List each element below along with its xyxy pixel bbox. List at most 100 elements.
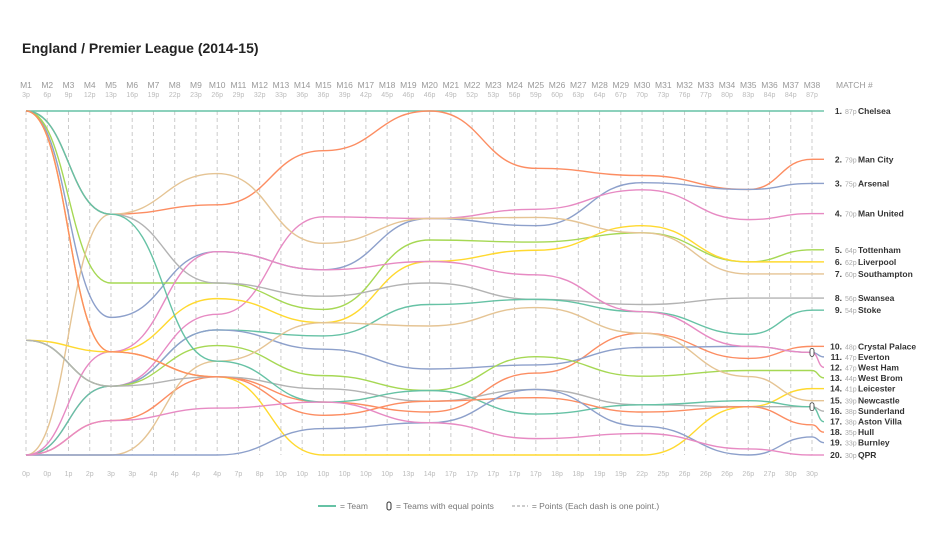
team-points: 87p bbox=[845, 109, 857, 116]
team-points: 44p bbox=[845, 376, 857, 383]
max-points-label: 84p bbox=[785, 92, 797, 99]
team-name: West Ham bbox=[858, 362, 899, 372]
team-points: 64p bbox=[845, 248, 857, 255]
team-rank: 12. bbox=[830, 362, 842, 372]
min-points-label: 0p bbox=[43, 471, 51, 478]
equal-points-marker-icon bbox=[386, 501, 392, 511]
team-points: 41p bbox=[845, 387, 857, 394]
team-points: 38p bbox=[845, 420, 857, 427]
min-points-label: 2p bbox=[86, 471, 94, 478]
team-rank: 4. bbox=[835, 209, 842, 219]
team-name: Chelsea bbox=[858, 106, 891, 116]
team-rank: 15. bbox=[830, 396, 842, 406]
min-points-label: 1p bbox=[65, 471, 73, 478]
team-rank: 19. bbox=[830, 438, 842, 448]
max-points-label: 9p bbox=[65, 92, 73, 99]
min-points-label: 17p bbox=[445, 471, 457, 478]
min-points-label: 17p bbox=[466, 471, 478, 478]
max-points-label: 13p bbox=[105, 92, 117, 99]
team-points: 38p bbox=[845, 409, 857, 416]
match-label: M28 bbox=[591, 80, 608, 90]
min-points-label: 4p bbox=[213, 471, 221, 478]
max-points-label: 53p bbox=[488, 92, 500, 99]
min-points-label: 25p bbox=[657, 471, 669, 478]
match-label: M18 bbox=[379, 80, 396, 90]
team-line-tottenham bbox=[25, 110, 813, 311]
min-points-label: 14p bbox=[424, 471, 436, 478]
min-points-label: 10p bbox=[275, 471, 287, 478]
min-points-label: 19p bbox=[615, 471, 627, 478]
match-label: M17 bbox=[358, 80, 375, 90]
match-label: M35 bbox=[740, 80, 757, 90]
min-points-label: 3p bbox=[128, 471, 136, 478]
team-line-swansea bbox=[25, 110, 812, 306]
match-label: M36 bbox=[761, 80, 778, 90]
min-points-label: 4p bbox=[150, 471, 158, 478]
match-label: M6 bbox=[126, 80, 138, 90]
min-points-label: 10p bbox=[381, 471, 393, 478]
max-points-label: 26p bbox=[211, 92, 223, 99]
equal-points-marker bbox=[809, 348, 815, 357]
max-points-label: 22p bbox=[169, 92, 181, 99]
max-points-label: 83p bbox=[742, 92, 754, 99]
match-label: M7 bbox=[148, 80, 160, 90]
max-points-label: 32p bbox=[254, 92, 266, 99]
team-name: Crystal Palace bbox=[858, 341, 916, 351]
chart-title: England / Premier League (2014-15) bbox=[22, 40, 259, 56]
max-points-label: 49p bbox=[445, 92, 457, 99]
team-rank: 3. bbox=[835, 178, 842, 188]
min-points-label: 4p bbox=[192, 471, 200, 478]
min-points-label: 0p bbox=[22, 471, 30, 478]
match-label: M21 bbox=[443, 80, 460, 90]
max-points-label: 84p bbox=[764, 92, 776, 99]
team-rank: 6. bbox=[835, 257, 842, 267]
min-points-label: 18p bbox=[572, 471, 584, 478]
min-points-label: 17p bbox=[530, 471, 542, 478]
match-label: M19 bbox=[400, 80, 417, 90]
team-points: 54p bbox=[845, 308, 857, 315]
match-label: M10 bbox=[209, 80, 226, 90]
min-points-label: 26p bbox=[742, 471, 754, 478]
min-points-label: 8p bbox=[256, 471, 264, 478]
team-points: 79p bbox=[845, 157, 857, 164]
team-name: Aston Villa bbox=[858, 417, 902, 427]
match-label: M24 bbox=[506, 80, 523, 90]
match-label: M1 bbox=[20, 80, 32, 90]
team-points: 39p bbox=[845, 399, 857, 406]
max-points-label: 64p bbox=[594, 92, 606, 99]
max-points-label: 46p bbox=[424, 92, 436, 99]
team-name: Southampton bbox=[858, 269, 913, 279]
max-points-label: 70p bbox=[636, 92, 648, 99]
legend-equal: = Teams with equal points bbox=[386, 501, 494, 511]
team-line-connector bbox=[811, 369, 825, 379]
match-label: M27 bbox=[570, 80, 587, 90]
team-name: Sunderland bbox=[858, 406, 905, 416]
min-points-label: 26p bbox=[700, 471, 712, 478]
team-rank: 13. bbox=[830, 373, 842, 383]
max-points-label: 46p bbox=[403, 92, 415, 99]
min-points-label: 17p bbox=[488, 471, 500, 478]
max-points-label: 80p bbox=[721, 92, 733, 99]
match-label: M11 bbox=[230, 80, 246, 90]
team-points: 75p bbox=[845, 181, 857, 188]
team-line-aston-villa bbox=[25, 110, 813, 415]
min-points-label: 18p bbox=[551, 471, 563, 478]
team-rank: 2. bbox=[835, 154, 842, 164]
max-points-label: 77p bbox=[700, 92, 712, 99]
team-line-man-city bbox=[25, 110, 813, 215]
max-points-label: 42p bbox=[360, 92, 372, 99]
team-line-crystal-palace bbox=[25, 332, 813, 456]
team-name: Liverpool bbox=[858, 257, 896, 267]
team-points: 62p bbox=[845, 260, 857, 267]
max-points-label: 6p bbox=[43, 92, 51, 99]
min-points-label: 17p bbox=[509, 471, 521, 478]
min-points-label: 13p bbox=[403, 471, 415, 478]
max-points-label: 76p bbox=[679, 92, 691, 99]
max-points-label: 56p bbox=[509, 92, 521, 99]
team-rank: 5. bbox=[835, 245, 842, 255]
team-name: Arsenal bbox=[858, 178, 889, 188]
match-label: M26 bbox=[549, 80, 566, 90]
max-points-label: 45p bbox=[381, 92, 393, 99]
